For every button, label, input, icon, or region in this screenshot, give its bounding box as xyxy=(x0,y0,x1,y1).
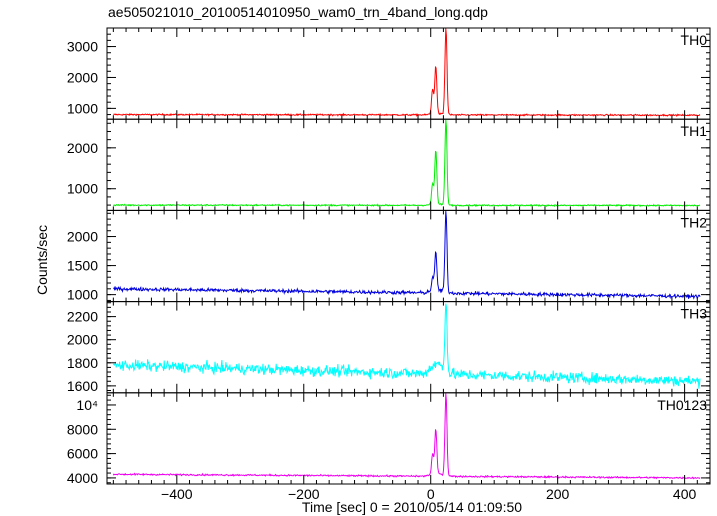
chart-title: ae505021010_20100514010950_wam0_trn_4ban… xyxy=(108,4,488,20)
x-tick-label: 200 xyxy=(546,486,570,502)
y-tick-label: 2000 xyxy=(67,69,98,85)
panel-frame xyxy=(106,118,711,211)
panels-group: 1000 2000 3000 TH0 1000 2000 TH1 1000 1500 2000 TH… xyxy=(67,27,711,486)
y-tick-label: 1800 xyxy=(67,355,98,371)
panel-frame xyxy=(106,27,711,120)
y-tick-label: 1500 xyxy=(67,258,98,274)
panel-th0: 1000 2000 3000 TH0 xyxy=(67,27,711,120)
y-tick-label: 4000 xyxy=(67,470,98,486)
panel-th3: 1600 1800 2000 2200 TH3 xyxy=(67,301,711,394)
y-tick-label: 2000 xyxy=(67,140,98,156)
series-line-th0123 xyxy=(112,393,701,480)
series-line-th3 xyxy=(112,303,701,389)
panel-th0123: 4000 6000 8000 10⁴ TH0123 xyxy=(67,392,711,486)
y-tick-label: 6000 xyxy=(67,446,98,462)
y-tick-label: 1000 xyxy=(67,181,98,197)
panel-label-th1: TH1 xyxy=(681,123,708,139)
y-tick-label: 2000 xyxy=(67,332,98,348)
x-tick-label: 0 xyxy=(427,486,435,502)
panel-label-th0123: TH0123 xyxy=(657,397,707,413)
panel-label-th0: TH0 xyxy=(681,32,708,48)
series-line-th2 xyxy=(113,211,701,300)
panel-frame xyxy=(106,392,711,485)
panel-th1: 1000 2000 TH1 xyxy=(67,118,711,211)
panel-label-th2: TH2 xyxy=(681,214,708,230)
x-axis: −400 −200 0 200 400 xyxy=(161,486,696,502)
x-axis-label: Time [sec] 0 = 2010/05/14 01:09:50 xyxy=(302,499,522,515)
panel-label-th3: TH3 xyxy=(681,306,708,322)
y-axis-label: Counts/sec xyxy=(34,225,50,295)
y-tick-label: 2200 xyxy=(67,309,98,325)
y-tick-label: 8000 xyxy=(67,421,98,437)
series-line-th0 xyxy=(113,28,701,118)
series-line-th1 xyxy=(112,119,701,208)
y-tick-label: 3000 xyxy=(67,39,98,55)
y-tick-label: 2000 xyxy=(67,229,98,245)
x-tick-label: 400 xyxy=(673,486,697,502)
y-tick-label: 1600 xyxy=(67,378,98,394)
y-tick-label: 10⁴ xyxy=(76,397,98,413)
x-tick-label: −200 xyxy=(288,486,320,502)
panel-frame xyxy=(106,209,711,303)
x-tick-label: −400 xyxy=(161,486,193,502)
y-tick-label: 1000 xyxy=(67,100,98,116)
y-tick-label: 1000 xyxy=(67,287,98,303)
panel-th2: 1000 1500 2000 TH2 xyxy=(67,209,711,303)
